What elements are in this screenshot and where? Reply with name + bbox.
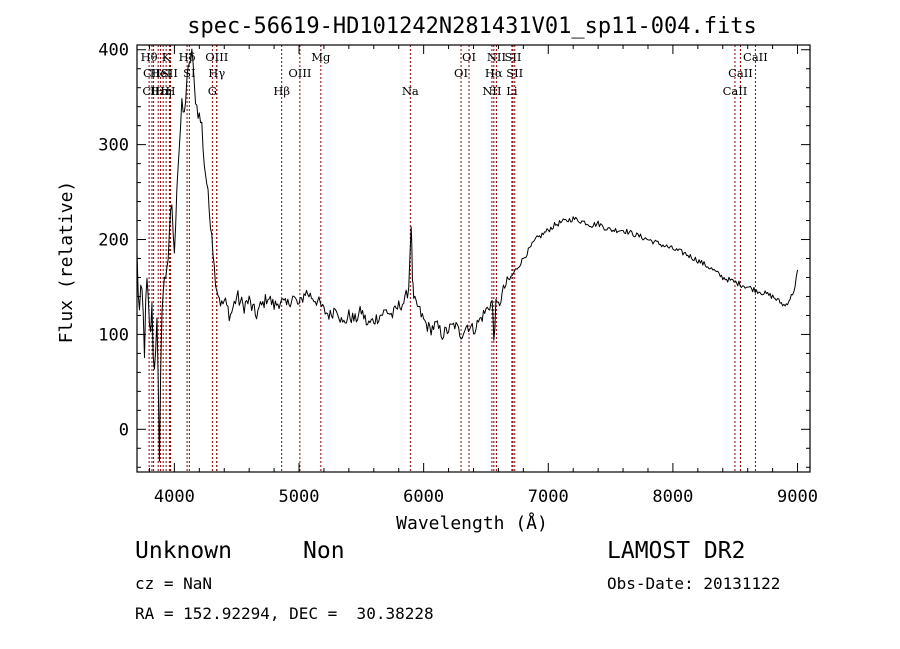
- line-marker-label: Hε: [150, 84, 166, 98]
- line-marker-label: Hβ: [273, 84, 290, 98]
- y-tick-label: 300: [98, 136, 129, 156]
- line-marker-label: Hη: [155, 84, 172, 98]
- line-marker-label: CaII: [723, 84, 748, 98]
- x-tick-label: 5000: [279, 487, 320, 507]
- y-tick-label: 400: [98, 41, 129, 61]
- survey-name: LAMOST DR2: [607, 538, 746, 564]
- plot-frame: [136, 44, 811, 473]
- line-marker-label: SII: [161, 66, 178, 80]
- line-marker-label: NII: [482, 84, 501, 98]
- x-tick-label: 8000: [652, 487, 693, 507]
- y-axis-label: Flux (relative): [56, 181, 77, 344]
- line-marker-label: Hα: [485, 66, 503, 80]
- line-marker-label: SII: [506, 66, 523, 80]
- line-marker-label: SI: [183, 66, 195, 80]
- line-marker-label: SII: [505, 50, 522, 64]
- y-tick-label: 0: [119, 420, 129, 440]
- line-marker-label: G: [208, 84, 217, 98]
- line-marker-label: OI: [462, 50, 476, 64]
- object-class: Unknown: [135, 538, 232, 564]
- coordinates: RA = 152.92294, DEC = 30.38228: [135, 604, 434, 623]
- line-marker-label: OIII: [288, 66, 311, 80]
- spectrum-series: [136, 48, 799, 462]
- line-marker-label: Hθ: [141, 50, 158, 64]
- observation-date: Obs-Date: 20131122: [607, 574, 781, 593]
- line-marker-label: H: [166, 84, 176, 98]
- spectral-line-markers: [148, 45, 756, 472]
- y-tick-label: 200: [98, 231, 129, 251]
- line-marker-label: Hγ: [208, 66, 225, 80]
- line-marker-label: K: [162, 50, 171, 64]
- x-axis-ticks: 4000 5000 6000 7000 8000 9000: [148, 45, 818, 507]
- line-marker-label: CaII: [743, 50, 768, 64]
- line-marker-label: OIII: [205, 50, 228, 64]
- line-marker-label: CII: [143, 66, 161, 80]
- redshift-value: cz = NaN: [135, 574, 213, 593]
- x-tick-label: 6000: [403, 487, 444, 507]
- chart-title: spec-56619-HD101242N281431V01_sp11-004.f…: [187, 14, 757, 39]
- line-marker-label: CIII: [142, 84, 164, 98]
- line-marker-label: CaII: [728, 66, 753, 80]
- y-tick-label: 100: [98, 325, 129, 345]
- x-axis-label: Wavelength (Å): [396, 512, 548, 534]
- y-axis-ticks: 0 100 200 300 400: [98, 41, 810, 468]
- x-tick-label: 4000: [154, 487, 195, 507]
- line-marker-label: Mg: [311, 50, 331, 64]
- x-tick-label: 9000: [777, 487, 818, 507]
- object-subclass: Non: [303, 538, 345, 564]
- line-marker-label: Na: [402, 84, 419, 98]
- x-tick-label: 7000: [528, 487, 569, 507]
- line-marker-label: Li: [506, 84, 518, 98]
- line-marker-label: HeI: [150, 66, 171, 80]
- spectrum-line: [136, 48, 799, 462]
- line-marker-label: NII: [487, 50, 506, 64]
- line-marker-label: OI: [454, 66, 468, 80]
